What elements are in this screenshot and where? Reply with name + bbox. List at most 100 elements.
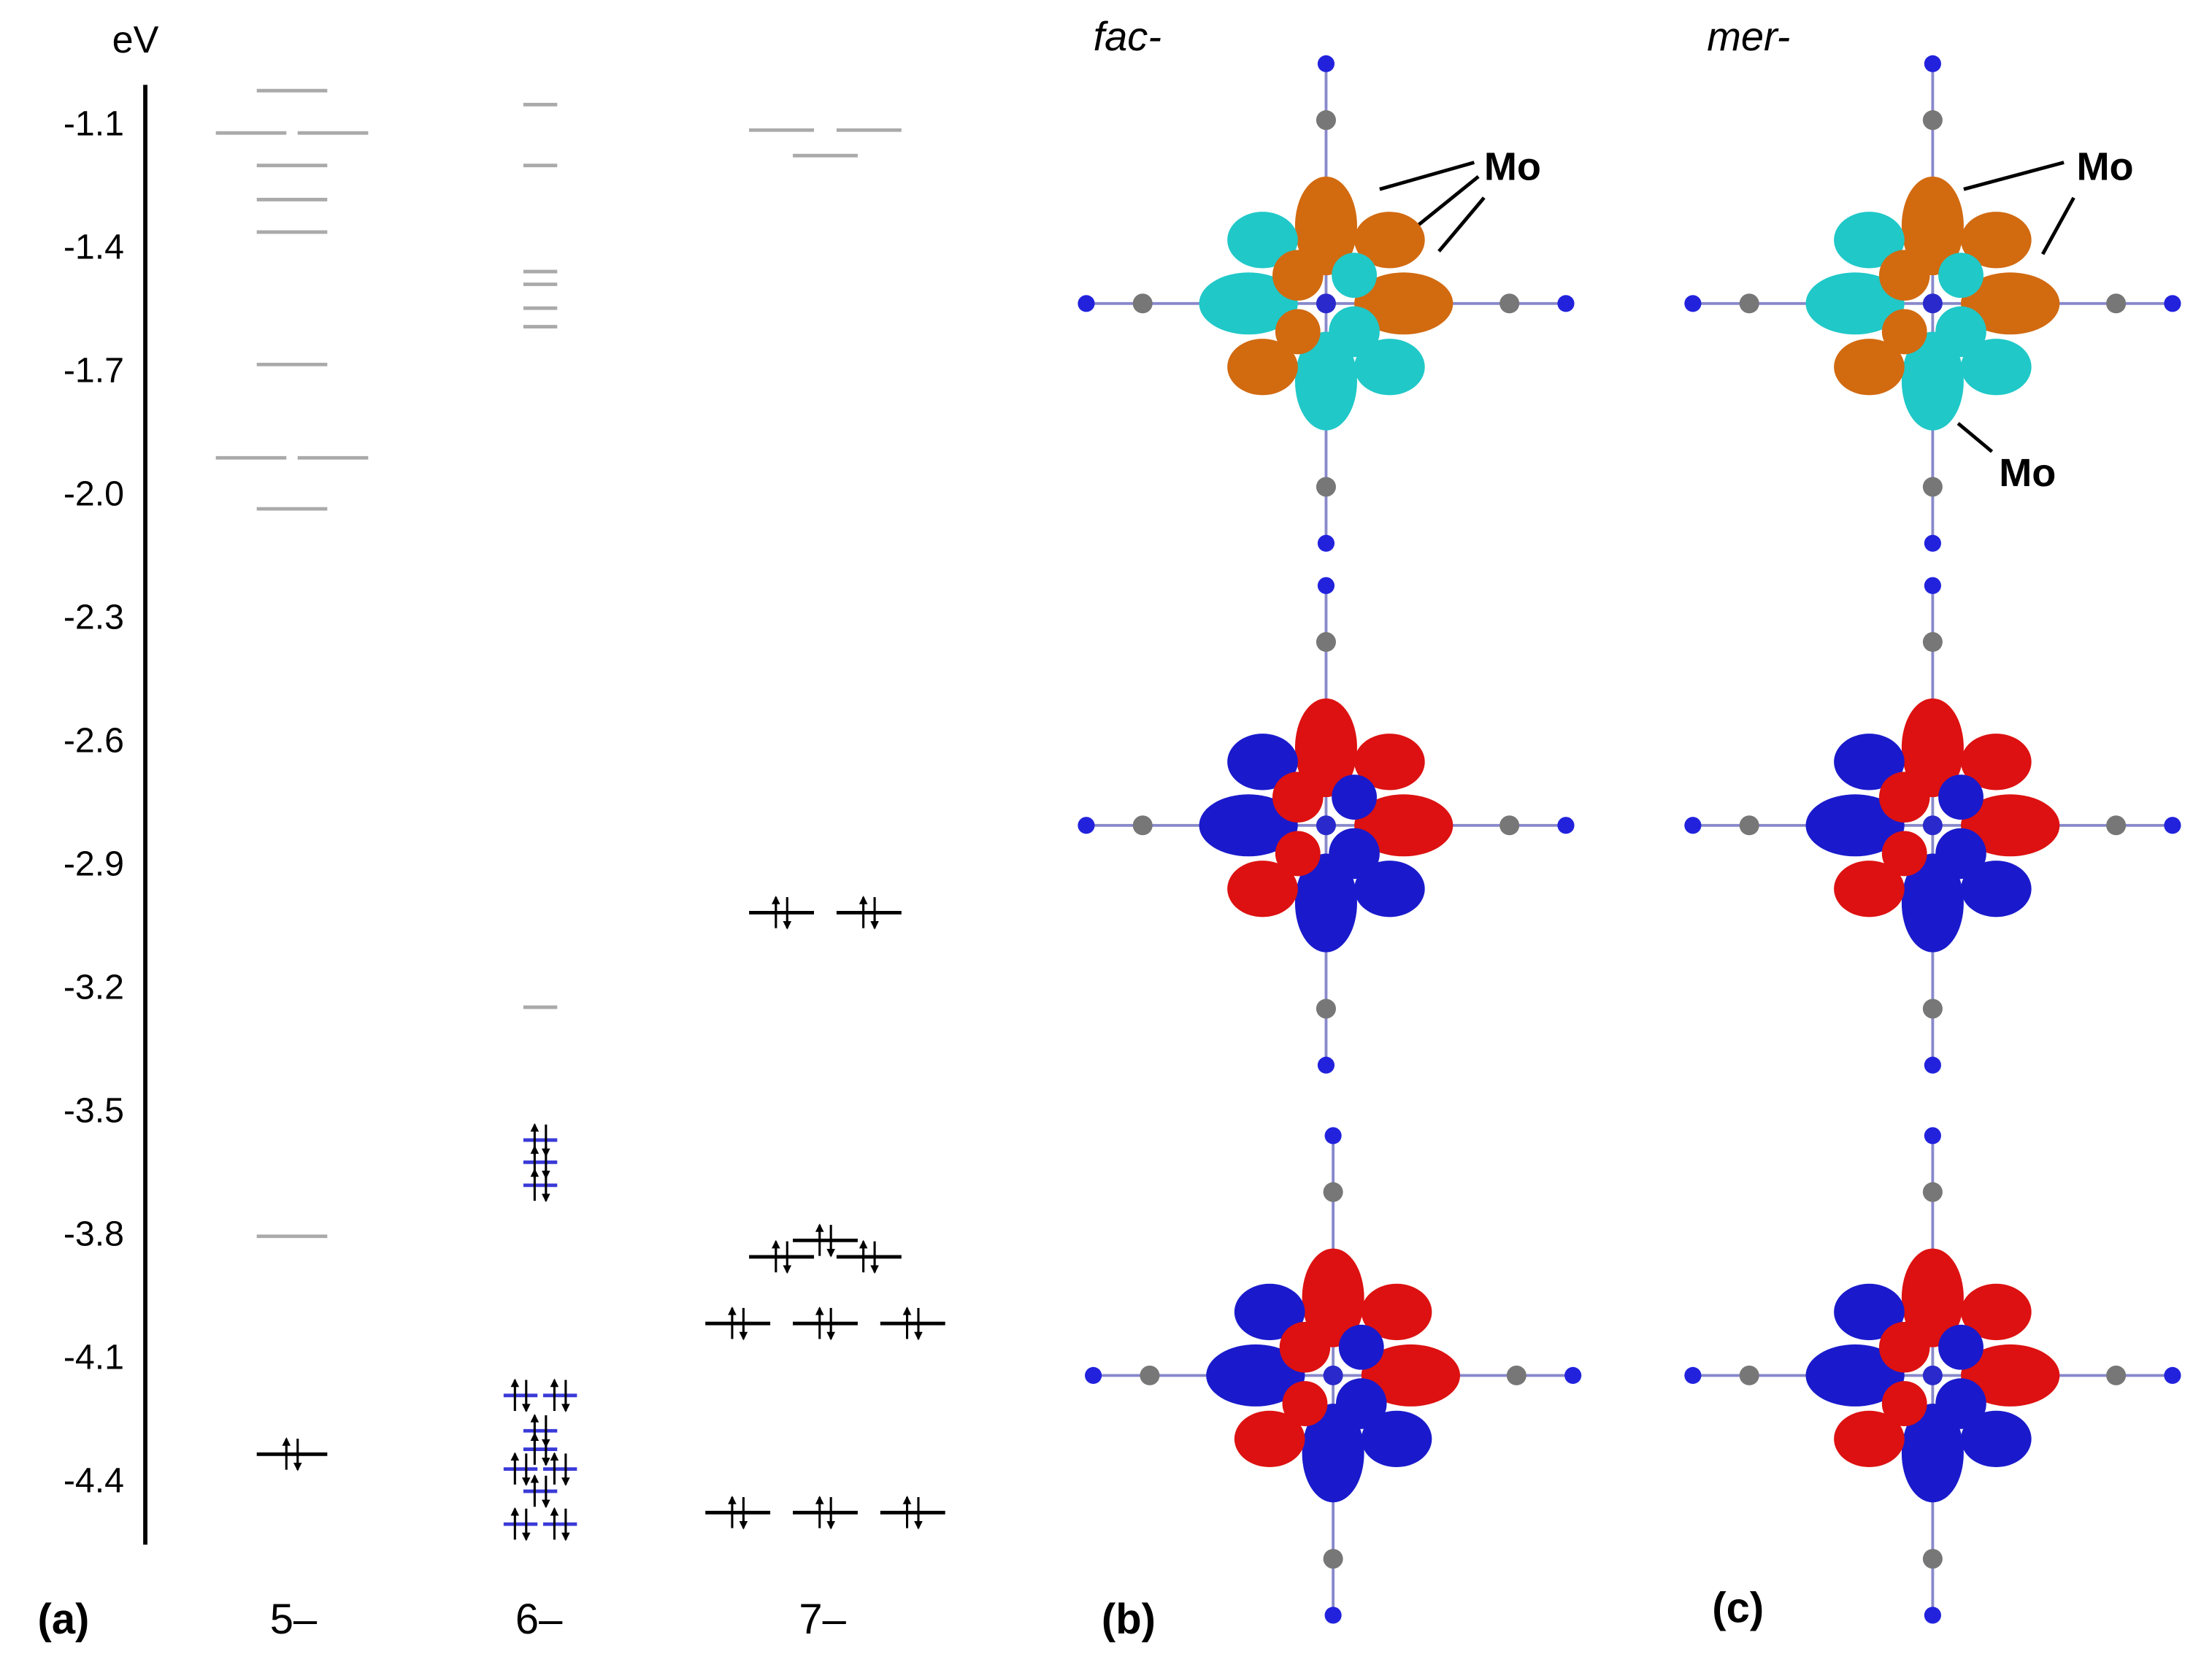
- atom: [1499, 293, 1520, 314]
- spin-head: [510, 1378, 520, 1388]
- lobe: [1881, 831, 1927, 877]
- spin-head: [530, 1474, 539, 1483]
- lobe: [1361, 1344, 1461, 1407]
- lobe: [1294, 698, 1357, 798]
- atom: [2164, 1366, 2181, 1384]
- y-tick-label: -4.1: [64, 1338, 124, 1377]
- lobe: [1338, 1324, 1384, 1370]
- y-tick-label: -3.2: [64, 967, 124, 1007]
- lobe: [1961, 212, 2032, 269]
- lobe: [1961, 1344, 2060, 1407]
- lobe: [1354, 272, 1453, 335]
- isomer-label: mer-: [1707, 13, 1790, 59]
- spin-head: [902, 1496, 912, 1504]
- atom-label: Mo: [1484, 145, 1541, 189]
- lobe: [1961, 1410, 2032, 1468]
- lobe: [1354, 734, 1425, 790]
- atom: [1922, 1365, 1943, 1385]
- atom-label: Mo: [2076, 145, 2133, 189]
- panel-label: (b): [1102, 1596, 1156, 1643]
- y-tick-label: -2.6: [64, 720, 124, 760]
- spin-head: [815, 1307, 824, 1315]
- y-tick-label: -1.1: [64, 104, 124, 143]
- spin-head: [561, 1404, 570, 1412]
- lobe: [1199, 794, 1298, 857]
- atom: [1317, 55, 1335, 72]
- y-tick-label: -3.8: [64, 1215, 124, 1254]
- lobe: [1275, 831, 1321, 877]
- y-tick-label: -1.7: [64, 350, 124, 390]
- atom: [1317, 1056, 1335, 1074]
- arrow: [1379, 161, 1475, 191]
- atom: [2106, 293, 2127, 314]
- atom: [1323, 1549, 1343, 1569]
- lobe: [1234, 1410, 1305, 1468]
- atom: [1316, 815, 1336, 836]
- spin-head: [521, 1532, 531, 1542]
- isomer-label: fac-: [1094, 13, 1161, 59]
- atom: [1316, 110, 1336, 131]
- lobe: [1294, 176, 1357, 276]
- atom: [1922, 110, 1943, 131]
- y-tick-label: -2.3: [64, 597, 124, 636]
- spin-head: [902, 1307, 912, 1315]
- lobe: [1938, 1324, 1983, 1370]
- spin-head: [530, 1432, 539, 1441]
- lobe: [1227, 734, 1298, 790]
- atom: [1924, 1127, 1941, 1144]
- atom: [1564, 1366, 1582, 1384]
- lobe: [1332, 774, 1378, 820]
- x-tick-label: 7–: [799, 1596, 846, 1643]
- atom: [1684, 817, 1702, 834]
- atom: [2106, 1365, 2127, 1385]
- lobe: [1961, 861, 2032, 917]
- atom: [1316, 632, 1336, 653]
- arrow: [2040, 196, 2075, 255]
- spin-head: [521, 1404, 531, 1412]
- spin-head: [815, 1496, 824, 1504]
- arrow: [1437, 196, 1486, 253]
- spin-head: [550, 1452, 559, 1461]
- lobe: [1227, 861, 1298, 917]
- lobe: [1805, 272, 1905, 335]
- lobe: [1834, 339, 1905, 396]
- spin-head: [870, 920, 879, 930]
- lobe: [1234, 1283, 1305, 1341]
- lobe: [1935, 828, 1986, 880]
- lobe: [1961, 272, 2060, 335]
- spin-head: [870, 1265, 879, 1274]
- lobe: [1834, 734, 1905, 790]
- atom: [2164, 817, 2181, 834]
- lobe: [1961, 339, 2032, 396]
- atom: [1922, 477, 1943, 497]
- lobe: [1805, 794, 1905, 857]
- spin-head: [561, 1532, 570, 1542]
- spin-head: [772, 1239, 780, 1249]
- lobe: [1361, 1410, 1432, 1468]
- lobe: [1901, 331, 1964, 431]
- atom: [1316, 477, 1336, 497]
- spin-head: [772, 896, 780, 904]
- atom: [1323, 1182, 1343, 1202]
- spin-head: [542, 1458, 550, 1466]
- spin-head: [783, 920, 792, 930]
- spin-head: [914, 1520, 923, 1530]
- lobe: [1354, 339, 1425, 396]
- atom: [1132, 293, 1153, 314]
- lobe: [1206, 1344, 1305, 1407]
- panel-label: (c): [1712, 1585, 1764, 1631]
- lobe: [1302, 1248, 1364, 1347]
- lobe: [1329, 828, 1380, 880]
- atom: [1132, 815, 1153, 836]
- lobe: [1901, 1404, 1964, 1503]
- spin-head: [550, 1507, 559, 1516]
- lobe: [1961, 1283, 2032, 1341]
- atom: [1924, 577, 1941, 594]
- atom: [1324, 1127, 1342, 1144]
- atom: [1922, 1549, 1943, 1569]
- atom: [1924, 55, 1941, 72]
- lobe: [1901, 1248, 1964, 1347]
- lobe: [1878, 1321, 1930, 1373]
